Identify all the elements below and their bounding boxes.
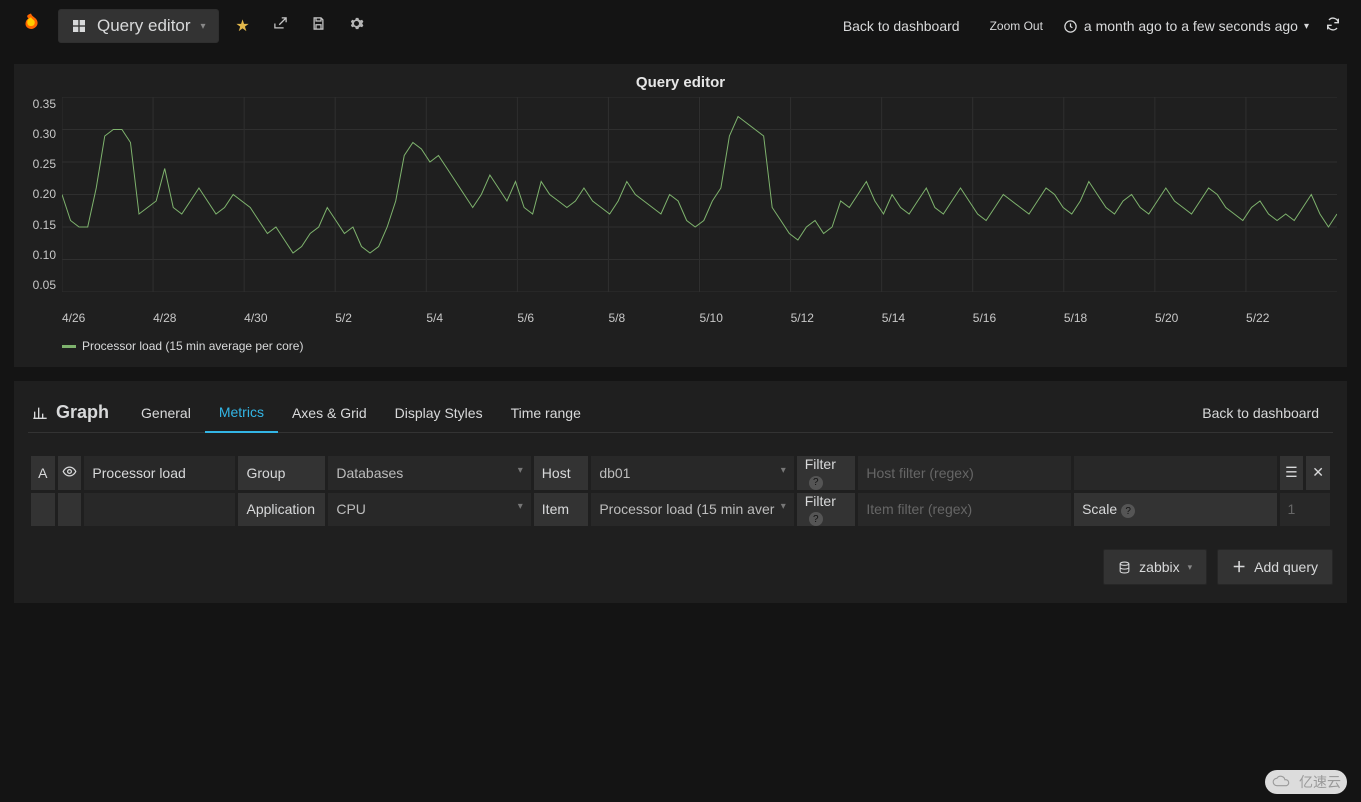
chevron-down-icon: ▾ bbox=[1304, 21, 1309, 32]
datasource-button[interactable]: zabbix ▾ bbox=[1103, 549, 1207, 585]
top-navbar: Query editor ▾ ★ Back to dashboard Zoom … bbox=[0, 0, 1361, 52]
host-filter-input[interactable] bbox=[857, 455, 1073, 492]
tab-time-range[interactable]: Time range bbox=[497, 393, 595, 433]
panel-title: Query editor bbox=[24, 70, 1337, 97]
group-select[interactable]: Databases bbox=[327, 455, 532, 492]
time-range-text: a month ago to a few seconds ago bbox=[1084, 18, 1298, 34]
query-row-2: Application CPU Item Processor load (15 … bbox=[30, 491, 1332, 528]
query-row-1: A Group Databases Host db01 Filter? ☰ ✕ bbox=[30, 455, 1332, 492]
dashboard-picker-button[interactable]: Query editor ▾ bbox=[58, 9, 219, 43]
editor-tabs: Graph GeneralMetricsAxes & GridDisplay S… bbox=[28, 393, 1333, 433]
group-label: Group bbox=[237, 455, 327, 492]
help-icon[interactable]: ? bbox=[809, 512, 823, 526]
chart-x-axis: 4/264/284/305/25/45/65/85/105/125/145/16… bbox=[62, 307, 1337, 325]
filter-label: Filter? bbox=[795, 491, 857, 528]
editor-actions: zabbix ▾ ＋ Add query bbox=[28, 549, 1333, 585]
help-icon[interactable]: ? bbox=[809, 476, 823, 490]
bar-chart-icon bbox=[32, 405, 48, 421]
grafana-logo-icon[interactable] bbox=[14, 9, 48, 43]
graph-panel: Query editor 0.350.300.250.200.150.100.0… bbox=[14, 64, 1347, 367]
chart-legend[interactable]: Processor load (15 min average per core) bbox=[62, 339, 1337, 353]
item-label: Item bbox=[532, 491, 590, 528]
plus-icon: ＋ bbox=[1232, 557, 1246, 577]
tab-general[interactable]: General bbox=[127, 393, 205, 433]
legend-label: Processor load (15 min average per core) bbox=[82, 339, 303, 353]
application-label: Application bbox=[237, 491, 327, 528]
share-icon[interactable] bbox=[267, 16, 295, 36]
settings-icon[interactable] bbox=[343, 16, 371, 36]
database-icon bbox=[1118, 561, 1131, 574]
chevron-down-icon: ▾ bbox=[201, 21, 206, 32]
add-query-button[interactable]: ＋ Add query bbox=[1217, 549, 1333, 585]
query-ref-label[interactable]: A bbox=[30, 455, 57, 492]
query-editor-table: A Group Databases Host db01 Filter? ☰ ✕ … bbox=[28, 453, 1333, 529]
watermark: 亿速云 bbox=[1265, 770, 1347, 794]
scale-label: Scale? bbox=[1073, 491, 1278, 528]
alias-input[interactable] bbox=[83, 455, 237, 492]
editor-panel: Graph GeneralMetricsAxes & GridDisplay S… bbox=[14, 381, 1347, 603]
item-select[interactable]: Processor load (15 min aver bbox=[590, 491, 795, 528]
application-select[interactable]: CPU bbox=[327, 491, 532, 528]
help-icon[interactable]: ? bbox=[1121, 504, 1135, 518]
tab-axes-grid[interactable]: Axes & Grid bbox=[278, 393, 381, 433]
legend-swatch bbox=[62, 345, 76, 348]
cloud-icon bbox=[1271, 775, 1293, 789]
empty-cell bbox=[1073, 455, 1278, 492]
tab-metrics[interactable]: Metrics bbox=[205, 393, 278, 433]
chart-plot-area[interactable] bbox=[62, 97, 1337, 307]
back-to-dashboard-link[interactable]: Back to dashboard bbox=[1188, 393, 1333, 433]
zoom-out-link[interactable]: Zoom Out bbox=[980, 19, 1053, 33]
host-label: Host bbox=[532, 455, 590, 492]
dashboard-title: Query editor bbox=[97, 16, 191, 36]
chevron-down-icon: ▾ bbox=[1188, 562, 1193, 573]
remove-query-icon[interactable]: ✕ bbox=[1305, 455, 1332, 492]
eye-icon[interactable] bbox=[56, 455, 83, 492]
scale-input[interactable] bbox=[1278, 491, 1331, 528]
tab-display-styles[interactable]: Display Styles bbox=[381, 393, 497, 433]
item-filter-input[interactable] bbox=[857, 491, 1073, 528]
clock-icon bbox=[1063, 19, 1078, 34]
star-icon[interactable]: ★ bbox=[229, 16, 257, 36]
host-select[interactable]: db01 bbox=[590, 455, 795, 492]
refresh-icon[interactable] bbox=[1319, 16, 1347, 37]
menu-icon[interactable]: ☰ bbox=[1278, 455, 1305, 492]
save-icon[interactable] bbox=[305, 16, 333, 36]
chart-y-axis: 0.350.300.250.200.150.100.05 bbox=[24, 97, 62, 292]
back-to-dashboard-link[interactable]: Back to dashboard bbox=[833, 18, 970, 34]
time-range-picker[interactable]: a month ago to a few seconds ago ▾ bbox=[1063, 18, 1309, 34]
filter-label: Filter? bbox=[795, 455, 857, 492]
grid-icon bbox=[71, 18, 87, 34]
panel-type-label: Graph bbox=[28, 402, 127, 423]
